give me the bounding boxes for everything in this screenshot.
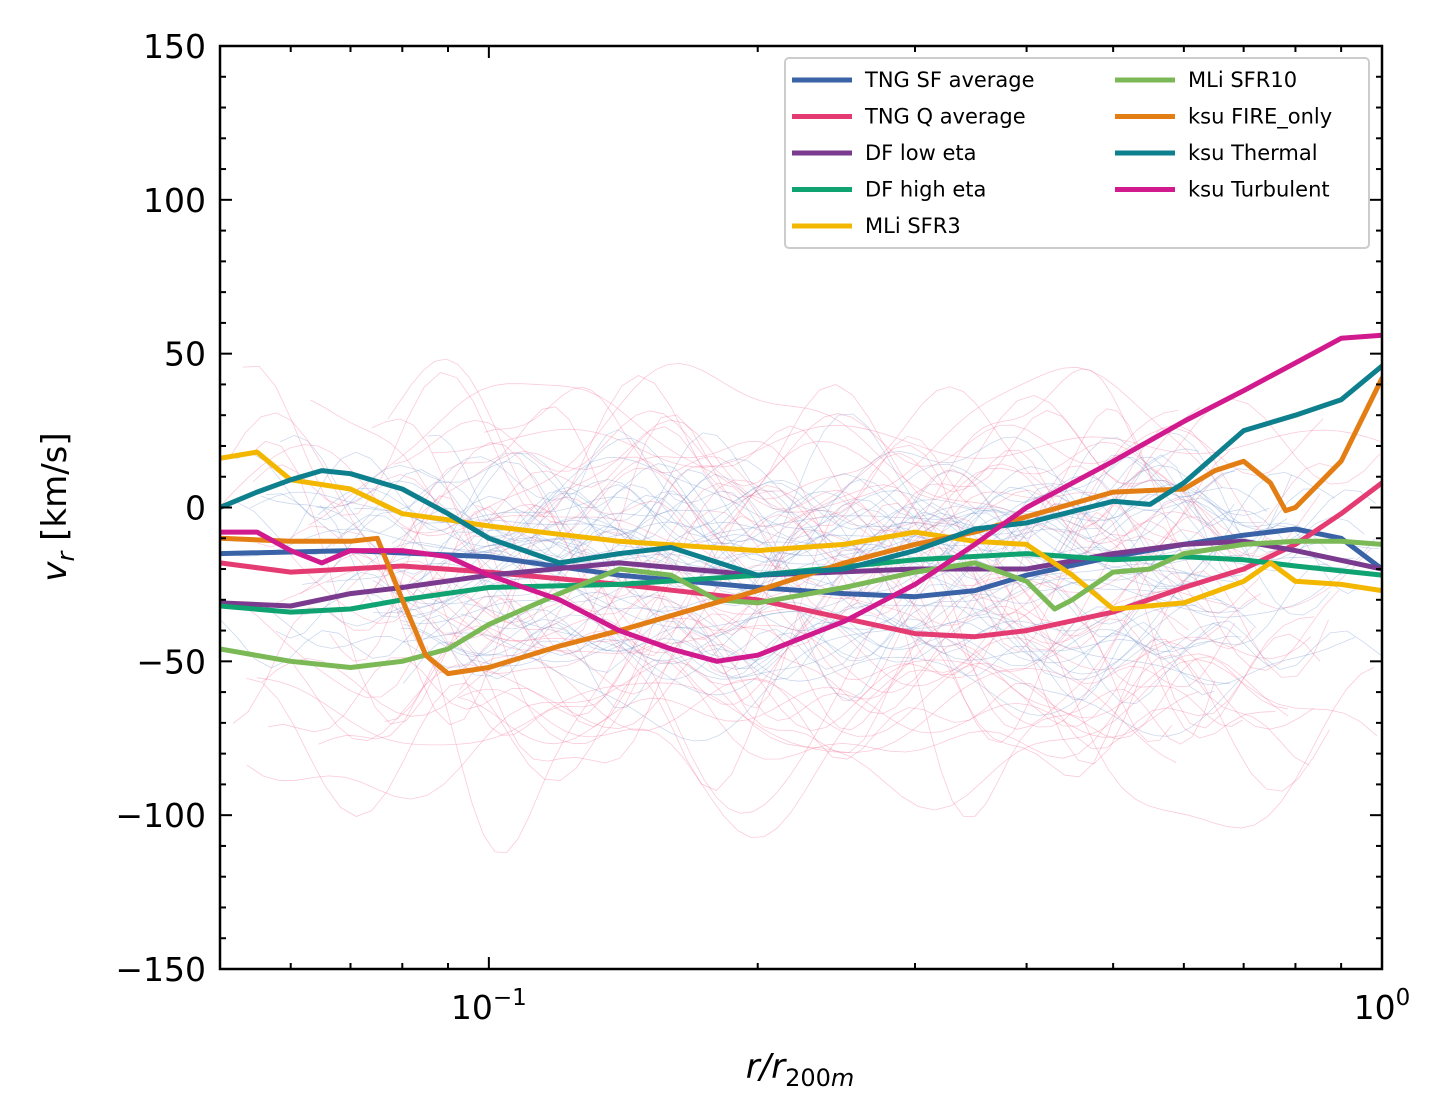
- y-tick-label: 0: [185, 489, 206, 528]
- sf-profile-line: [282, 413, 1292, 595]
- q-profile-line: [483, 368, 1161, 533]
- x-tick-label: 100: [1354, 985, 1411, 1027]
- q-profile-line: [256, 668, 1177, 763]
- legend-label-6: ksu FIRE_only: [1188, 105, 1332, 130]
- q-profile-line: [308, 366, 1223, 526]
- q-profile-line: [276, 564, 1248, 673]
- q-profile-line: [459, 572, 1374, 838]
- legend-label-7: ksu Thermal: [1188, 141, 1318, 165]
- legend-box: [784, 57, 1370, 249]
- sf-profile-line: [385, 431, 1331, 616]
- sf-profile-line: [327, 563, 1342, 705]
- series-line-6: [220, 375, 1382, 677]
- q-profile-line: [252, 410, 1268, 561]
- q-profile-line: [384, 613, 1288, 740]
- series-line-4: [220, 449, 1382, 612]
- q-profile-line: [425, 570, 1312, 687]
- series-lines: [220, 332, 1382, 677]
- y-tick-label: −50: [136, 642, 206, 681]
- q-profile-line: [246, 658, 1378, 811]
- q-profile-line: [426, 529, 1216, 854]
- sf-profile-line: [446, 429, 1236, 600]
- sf-profile-line: [422, 522, 1214, 680]
- sf-profile-line: [400, 515, 1210, 625]
- sf-profile-line: [449, 478, 1340, 581]
- x-axis-label: r/r200m: [746, 1047, 855, 1092]
- q-profile-line: [449, 408, 1182, 639]
- sf-profile-line: [453, 597, 1257, 681]
- q-profile-line: [262, 653, 1289, 737]
- q-profile-line: [329, 495, 1173, 745]
- legend: TNG SF average TNG Q average DF low eta DF …: [784, 57, 1370, 249]
- q-profile-line: [332, 515, 1340, 726]
- sf-profile-line: [237, 494, 1365, 561]
- y-tick-label: 50: [164, 335, 206, 374]
- q-profile-line: [246, 654, 1330, 817]
- sf-profile-line: [460, 591, 1172, 648]
- sf-profile-line: [319, 454, 1376, 618]
- q-profile-line: [230, 412, 1283, 616]
- q-profile-line: [353, 547, 1189, 814]
- sf-profile-line: [353, 456, 1328, 587]
- series-line-8: [220, 332, 1382, 664]
- q-profile-line: [249, 440, 1329, 765]
- sf-profile-line: [266, 469, 1335, 558]
- legend-label-4: MLi SFR3: [865, 214, 961, 238]
- legend-label-8: ksu Turbulent: [1188, 178, 1330, 202]
- sf-profile-line: [475, 506, 1234, 590]
- legend-label-1: TNG Q average: [864, 105, 1026, 129]
- q-profile-line: [268, 633, 1321, 760]
- q-profile-line: [257, 406, 1193, 636]
- sf-profile-line: [280, 432, 1253, 568]
- legend-label-0: TNG SF average: [864, 68, 1035, 92]
- y-tick-label: 150: [143, 27, 206, 66]
- q-profile-line: [401, 363, 1201, 534]
- x-tick-label: 10−1: [451, 985, 527, 1027]
- y-tick-label: −150: [115, 950, 206, 989]
- sf-profile-line: [302, 489, 1376, 590]
- series-line-2: [220, 538, 1382, 609]
- sf-profile-line: [275, 484, 1257, 639]
- q-profile-line: [339, 449, 1260, 655]
- tick-labels: 150 100 50 0 −50 −100 −150 10−1 100: [115, 27, 1410, 1027]
- q-profile-line: [293, 640, 1315, 742]
- q-profile-line: [242, 365, 1381, 517]
- q-profile-line: [457, 687, 1200, 745]
- y-tick-label: 100: [143, 181, 206, 220]
- sf-profile-line: [427, 434, 1235, 591]
- series-line-0: [220, 526, 1382, 600]
- q-profile-line: [431, 580, 1236, 736]
- q-profile-line: [387, 358, 1192, 616]
- sf-profile-line: [403, 628, 1241, 742]
- q-profile-line: [475, 465, 1207, 681]
- series-line-1: [220, 480, 1382, 640]
- legend-label-3: DF high eta: [865, 178, 986, 202]
- series-line-7: [220, 363, 1382, 578]
- legend-label-5: MLi SFR10: [1188, 68, 1297, 92]
- q-profile-line: [283, 510, 1372, 624]
- sf-profile-line: [228, 521, 1173, 587]
- sf-profile-line: [400, 619, 1221, 662]
- sf-profile-line: [469, 595, 1160, 716]
- sf-profile-line: [317, 482, 1288, 531]
- legend-label-2: DF low eta: [865, 141, 976, 165]
- plot-frame: [218, 44, 1384, 971]
- y-tick-label: −100: [115, 796, 206, 835]
- series-line-5: [220, 538, 1382, 670]
- sf-profile-line: [402, 618, 1215, 708]
- q-profile-line: [410, 484, 1248, 730]
- y-axis-label: vr [km/s]: [35, 432, 80, 581]
